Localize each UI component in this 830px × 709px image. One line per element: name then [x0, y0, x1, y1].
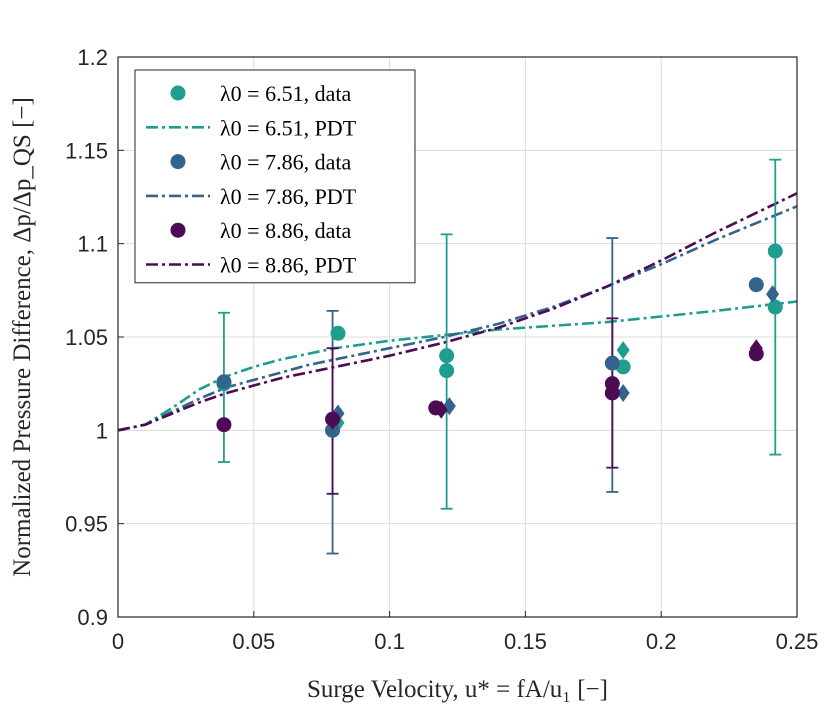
data-point: [216, 374, 232, 390]
data-point-diamond: [616, 384, 630, 402]
data-point: [748, 277, 764, 293]
legend-entries: λ0 = 6.51, data λ0 = 6.51, PDT λ0 = 7.86, …: [146, 81, 357, 278]
x-tick-label: 0.1: [374, 629, 405, 654]
data-point: [439, 363, 455, 379]
data-markers: [216, 243, 783, 438]
y-axis-label: Normalized Pressure Difference, Δp/Δp_QS…: [9, 97, 36, 577]
x-tick-label: 0.2: [646, 629, 677, 654]
data-point: [604, 385, 620, 401]
legend-entry: λ0 = 8.86, PDT: [146, 253, 357, 278]
legend-entry: λ0 = 6.51, data: [170, 81, 351, 106]
data-point: [325, 422, 341, 438]
data-point-diamond: [749, 339, 763, 358]
x-tick-label: 0.25: [776, 629, 819, 654]
data-point: [767, 243, 783, 259]
legend-label: λ0 = 7.86, PDT: [220, 184, 357, 209]
legend-entry: λ0 = 8.86, data: [170, 218, 351, 243]
legend-entry: λ0 = 6.51, PDT: [146, 115, 357, 140]
y-tick-label: 1.15: [65, 138, 108, 163]
legend-entry: λ0 = 7.86, data: [170, 150, 351, 175]
x-tick-label: 0.15: [504, 629, 547, 654]
legend-entry: λ0 = 7.86, PDT: [146, 184, 357, 209]
data-point-diamond: [616, 341, 630, 360]
legend-box: [134, 69, 416, 284]
y-tick-label: 0.95: [65, 512, 108, 537]
y-tick-label: 0.9: [77, 605, 108, 630]
data-point: [604, 355, 620, 371]
y-tick-label: 1.2: [77, 45, 108, 70]
model-lines: [117, 192, 798, 432]
legend-marker: [170, 222, 186, 238]
legend-label: λ0 = 7.86, data: [220, 150, 351, 175]
data-point-diamond: [434, 400, 448, 419]
data-point: [767, 299, 783, 315]
y-ticks: 0.9 0.95 1 1.05 1.1 1.15 1.2: [65, 45, 124, 630]
legend-label: λ0 = 6.51, PDT: [220, 115, 357, 140]
legend-label: λ0 = 8.86, data: [220, 218, 351, 243]
legend-marker: [170, 85, 186, 101]
pdt-line: [117, 300, 798, 432]
y-tick-label: 1.1: [77, 232, 108, 257]
legend-marker: [170, 154, 186, 170]
data-point: [216, 417, 232, 433]
data-point-diamond: [326, 412, 340, 430]
data-point: [439, 348, 455, 364]
x-axis-label: Surge Velocity, u* = fA/u₁ [−]: [307, 676, 608, 703]
y-tick-label: 1.05: [65, 325, 108, 350]
legend: λ0 = 6.51, data λ0 = 6.51, PDT λ0 = 7.86, …: [134, 69, 416, 284]
x-ticks: 0 0.05 0.1 0.15 0.2 0.25: [112, 611, 819, 654]
legend-label: λ0 = 6.51, data: [220, 81, 351, 106]
y-tick-label: 1: [96, 418, 108, 443]
legend-label: λ0 = 8.86, PDT: [220, 253, 357, 278]
x-tick-label: 0.05: [232, 629, 275, 654]
pdt-line: [117, 192, 798, 432]
x-tick-label: 0: [112, 629, 124, 654]
data-point-diamond: [766, 285, 780, 304]
data-point: [330, 325, 346, 341]
